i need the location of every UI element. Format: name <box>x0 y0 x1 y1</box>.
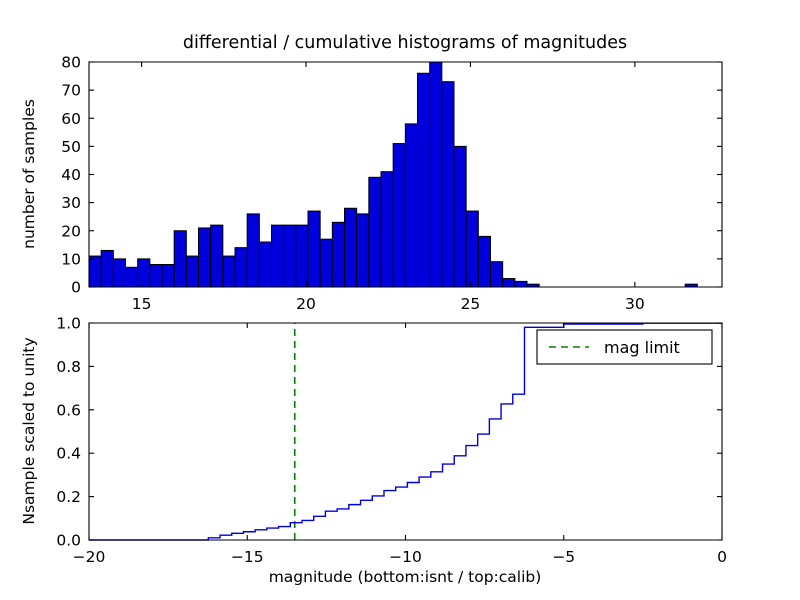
histogram-bar <box>491 262 503 287</box>
histogram-bar <box>101 250 113 287</box>
histogram-bar <box>162 265 174 288</box>
histogram-bar <box>393 144 405 287</box>
histogram-bar <box>150 265 162 288</box>
tick-label: 0.0 <box>56 532 81 550</box>
histogram-bar <box>478 236 490 287</box>
histogram-bar <box>211 225 223 287</box>
histogram-bar <box>405 124 417 287</box>
bottom-y-axis-label: Nsample scaled to unity <box>20 337 38 524</box>
tick-label: 30 <box>61 194 81 212</box>
histogram-bar <box>199 228 211 287</box>
histogram-bar <box>235 248 247 287</box>
tick-label: 0 <box>71 279 81 297</box>
tick-label: 80 <box>61 54 81 72</box>
histogram-bar <box>466 211 478 287</box>
tick-label: 70 <box>61 82 81 100</box>
histogram-bar <box>381 172 393 287</box>
histogram-bar <box>272 225 284 287</box>
tick-label: −10 <box>389 548 422 566</box>
top-axes: differential / cumulative histograms of … <box>20 33 722 313</box>
tick-label: 30 <box>625 295 645 313</box>
tick-label: 25 <box>461 295 481 313</box>
tick-label: 20 <box>61 222 81 240</box>
bottom-x-axis-label: magnitude (bottom:isnt / top:calib) <box>269 568 542 586</box>
histogram-bar <box>308 211 320 287</box>
tick-label: −5 <box>552 548 575 566</box>
histogram-bar <box>454 146 466 287</box>
histogram-bar <box>430 62 442 287</box>
histogram-bar <box>113 259 125 287</box>
tick-label: 20 <box>296 295 316 313</box>
histogram-bar <box>418 73 430 287</box>
tick-label: −20 <box>73 548 106 566</box>
histogram-bar <box>503 279 515 287</box>
histogram-bar <box>332 222 344 287</box>
tick-label: 0.2 <box>56 488 81 506</box>
tick-label: 0.4 <box>56 445 81 463</box>
histogram-bar <box>296 225 308 287</box>
histogram-bar <box>357 214 369 287</box>
tick-label: 0 <box>717 548 727 566</box>
tick-label: 0.6 <box>56 401 81 419</box>
legend[interactable]: mag limit <box>537 330 712 364</box>
histogram-bar <box>138 259 150 287</box>
histogram-bar <box>126 267 138 287</box>
legend-mag-limit-label: mag limit <box>604 338 680 357</box>
histogram-bar <box>442 82 454 287</box>
tick-label: 0.8 <box>56 358 81 376</box>
tick-label: 10 <box>61 250 81 268</box>
histogram-bar <box>515 281 527 287</box>
tick-label: 40 <box>61 166 81 184</box>
histogram-bar <box>223 256 235 287</box>
tick-label: 15 <box>132 295 152 313</box>
tick-label: −15 <box>231 548 264 566</box>
histogram-bar <box>89 256 101 287</box>
histogram-bar <box>186 256 198 287</box>
histogram-bar <box>369 177 381 287</box>
histogram-bar <box>247 214 259 287</box>
matplotlib-figure: differential / cumulative histograms of … <box>0 0 800 600</box>
histogram-bar <box>320 239 332 287</box>
tick-label: 50 <box>61 138 81 156</box>
figure-canvas: differential / cumulative histograms of … <box>0 0 800 600</box>
tick-label: 60 <box>61 110 81 128</box>
histogram-bar <box>174 231 186 287</box>
tick-label: 1.0 <box>56 315 81 333</box>
top-y-axis-label: number of samples <box>20 99 38 249</box>
histogram-bar <box>345 208 357 287</box>
histogram-bar <box>259 242 271 287</box>
chart-title: differential / cumulative histograms of … <box>183 33 627 53</box>
histogram-bar <box>284 225 296 287</box>
